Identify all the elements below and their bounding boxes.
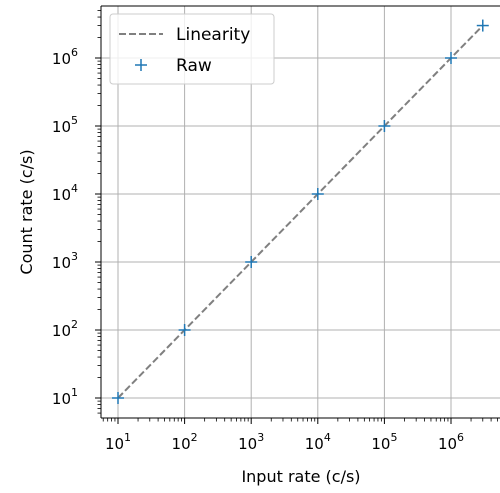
raw-data-point	[178, 324, 191, 336]
linearity-line	[117, 24, 484, 399]
y-tick-label: 105	[52, 114, 78, 136]
y-axis-ticks: 101 102 103 104 105 106	[52, 10, 101, 414]
legend-raw-label: Raw	[176, 56, 212, 76]
x-tick-label: 104	[305, 431, 331, 453]
y-tick-label: 104	[52, 182, 78, 204]
y-axis-label: Count rate (c/s)	[17, 149, 36, 274]
y-tick-label: 102	[52, 318, 78, 340]
x-axis-label: Input rate (c/s)	[241, 467, 360, 486]
y-tick-label: 106	[52, 46, 78, 68]
x-tick-label: 101	[105, 431, 131, 453]
raw-data-point	[378, 120, 391, 132]
legend: Linearity Raw	[109, 13, 275, 85]
legend-box	[109, 13, 275, 85]
x-tick-label: 106	[438, 431, 464, 453]
x-tick-label: 103	[238, 431, 264, 453]
legend-raw-marker	[135, 59, 147, 71]
raw-data-point	[476, 19, 489, 32]
series-layer	[112, 19, 489, 404]
x-axis-ticks: 101 102 103 104 105 106	[102, 418, 498, 453]
y-tick-label: 101	[52, 386, 78, 408]
raw-data-point	[112, 392, 124, 404]
axes-frame	[100, 5, 500, 419]
raw-data-point	[311, 188, 324, 200]
x-tick-label: 102	[172, 431, 198, 453]
raw-data-point	[245, 256, 258, 268]
y-tick-label: 103	[52, 250, 78, 272]
raw-data-point	[445, 52, 457, 64]
x-tick-label: 105	[371, 431, 397, 453]
legend-linearity-label: Linearity	[176, 25, 250, 45]
